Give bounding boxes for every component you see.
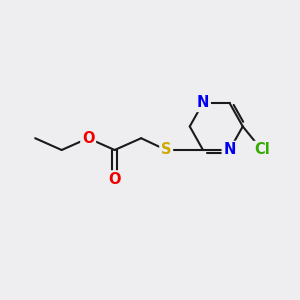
Text: N: N [197,95,209,110]
Text: Cl: Cl [254,142,270,158]
Text: O: O [82,131,94,146]
Text: N: N [223,142,236,158]
Text: S: S [161,142,171,158]
Text: O: O [108,172,121,187]
